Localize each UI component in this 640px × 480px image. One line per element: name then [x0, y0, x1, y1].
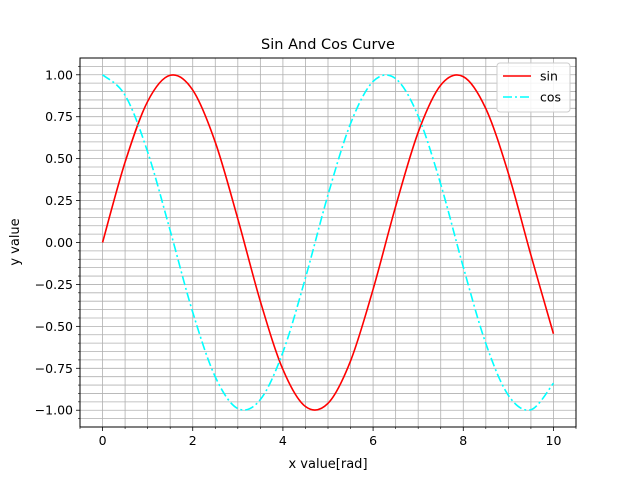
y-tick-label: −0.25: [35, 277, 73, 292]
cos-line: [102, 74, 555, 411]
y-tick-label: −1.00: [35, 403, 73, 418]
legend: sin cos: [496, 62, 571, 113]
sin-line: [101, 74, 555, 411]
x-tick-label: 10: [546, 433, 562, 448]
x-tick-label: 6: [369, 433, 377, 448]
y-tick-label: 0.75: [45, 109, 73, 124]
x-tick-label: 8: [459, 433, 467, 448]
y-tick-label: 1.00: [45, 67, 73, 82]
legend-sin-label: sin: [540, 69, 558, 84]
y-axis-label: y value: [8, 218, 23, 265]
chart-title: Sin And Cos Curve: [261, 37, 395, 53]
legend-box: [496, 62, 571, 113]
y-tick-label: −0.50: [35, 319, 73, 334]
x-tick-label: 2: [189, 433, 197, 448]
x-tick-label: 0: [99, 433, 107, 448]
y-tick-label: 0.50: [45, 151, 73, 166]
major-grid: [80, 58, 576, 427]
y-tick-label: 0.25: [45, 193, 73, 208]
x-tick-label: 4: [279, 433, 287, 448]
axis-ticks: 0 2 4 6 8 10 −1.00 −0.75 −0.50 −0.25 0.00 0.25 0.50 0…: [35, 66, 577, 448]
y-tick-label: 0.00: [45, 235, 73, 250]
legend-cos-label: cos: [540, 90, 561, 105]
series-layer: [101, 74, 555, 411]
y-tick-label: −0.75: [35, 361, 73, 376]
x-axis-label: x value[rad]: [288, 457, 367, 472]
